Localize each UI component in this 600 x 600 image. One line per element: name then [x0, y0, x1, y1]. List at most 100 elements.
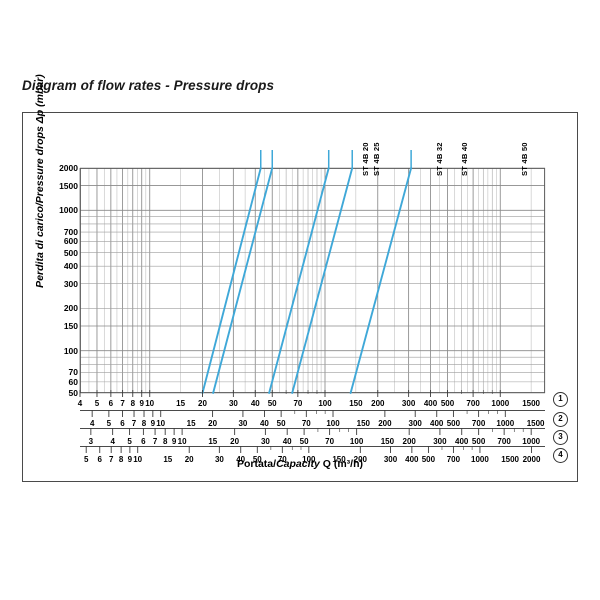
plot-area — [79, 150, 546, 394]
x-tick-label: 200 — [378, 419, 392, 428]
x-tick-label: 6 — [141, 437, 146, 446]
x-tick-label: 700 — [471, 419, 486, 428]
x-tick-label: 1000 — [470, 455, 489, 464]
x-tick-label: 8 — [130, 399, 136, 408]
x-title-part1: Portata/ — [236, 458, 277, 470]
x-tick-label: 10 — [156, 419, 166, 428]
x-tick-label: 6 — [120, 419, 125, 428]
y-tick-label: 400 — [63, 261, 78, 272]
x-tick-label: 200 — [371, 399, 385, 408]
x-tick-label: 7 — [131, 419, 137, 428]
x-tick-label: 40 — [250, 399, 260, 408]
x-tick-label: 4 — [89, 419, 95, 428]
x-tick-label: 8 — [162, 437, 168, 446]
y-tick-label: 200 — [63, 303, 78, 314]
y-tick-label: 150 — [63, 320, 78, 331]
x-tick-label: 500 — [440, 399, 455, 408]
x-tick-label: 10 — [133, 455, 143, 464]
x-tick-label: 300 — [408, 419, 422, 428]
x-tick-label: 9 — [127, 455, 133, 464]
y-tick-label: 600 — [63, 236, 78, 247]
x-tick-label: 7 — [108, 455, 114, 464]
scale-marker-2: 2 — [553, 412, 568, 427]
x-tick-label: 15 — [208, 437, 218, 446]
x-tick-label: 20 — [184, 455, 194, 464]
curve-label: ST 4B 32 — [435, 142, 444, 176]
y-tick-label: 50 — [68, 388, 78, 398]
x-tick-label: 6 — [108, 399, 114, 408]
scale-marker-1: 1 — [553, 392, 568, 407]
curve-label: ST 4B 25 — [372, 142, 381, 176]
x-tick-label: 8 — [118, 455, 124, 464]
x-tick-label: 700 — [497, 437, 511, 446]
curve-label: ST 4B 40 — [460, 142, 469, 176]
x-tick-label: 100 — [302, 455, 316, 464]
x-tick-label: 10 — [177, 437, 187, 446]
x-tick-label: 8 — [141, 419, 147, 428]
x-axis-scale-1: 4 5 6 7 8 9 10 15 20 30 40 50 70 100 150 200 300 400 500 70… — [77, 390, 545, 410]
x-tick-label: 200 — [353, 455, 367, 464]
x-tick-label: 15 — [176, 399, 186, 408]
x-tick-label: 150 — [332, 455, 346, 464]
y-tick-label: 700 — [63, 227, 78, 238]
x-tick-label: 10 — [145, 399, 155, 408]
x-tick-label: 400 — [405, 455, 419, 464]
x-tick-label: 30 — [214, 455, 224, 464]
x-tick-label: 5 — [83, 455, 89, 464]
x-tick-label: 20 — [230, 437, 240, 446]
x-tick-label: 5 — [106, 419, 112, 428]
curve-label: ST 4B 50 — [520, 142, 529, 176]
x-tick-label: 2000 — [522, 455, 541, 464]
x-tick-label: 5 — [94, 399, 100, 408]
x-tick-label: 500 — [421, 455, 436, 464]
x-tick-label: 150 — [380, 437, 395, 446]
x-tick-label: 100 — [326, 419, 340, 428]
x-tick-label: 40 — [259, 419, 269, 428]
diagram-frame — [22, 112, 578, 482]
x-axis-scale-2: 4 5 6 7 8 9 10 15 20 30 40 50 70 100 150 200 300 400 500 70… — [80, 410, 545, 430]
y-tick-label: 300 — [63, 278, 78, 289]
scale-marker-4: 4 — [553, 448, 568, 463]
x-tick-label: 1500 — [522, 399, 540, 408]
x-tick-label: 300 — [433, 437, 447, 446]
x-tick-label: 30 — [260, 437, 270, 446]
page-title: Diagram of flow rates - Pressure drops — [22, 78, 275, 93]
x-tick-label: 150 — [349, 399, 363, 408]
x-axis-title: Portata/Capacity Q (m³/h) — [0, 458, 600, 470]
x-tick-label: 50 — [267, 399, 277, 408]
x-axis-scale-3: 3 4 5 6 7 8 9 10 15 20 30 40 50 70 100 150 200 300 400 500 7… — [80, 428, 545, 448]
x-tick-label: 200 — [402, 437, 416, 446]
x-tick-label: 4 — [77, 399, 83, 408]
x-tick-label: 50 — [299, 437, 309, 446]
x-tick-label: 1000 — [496, 419, 515, 428]
x-tick-label: 70 — [301, 419, 311, 428]
x-tick-label: 4 — [110, 437, 115, 446]
x-tick-label: 100 — [349, 437, 364, 446]
x-axis-scale-4: 5 6 7 8 9 10 15 20 30 40 50 70 100 150 200 300 400 500 700… — [80, 446, 545, 466]
x-tick-label: 15 — [163, 455, 173, 464]
x-tick-label: 300 — [401, 399, 416, 408]
x-tick-label: 1000 — [522, 437, 541, 446]
x-tick-label: 50 — [276, 419, 286, 428]
x-tick-label: 6 — [97, 455, 102, 464]
x-tick-label: 20 — [208, 419, 218, 428]
curve-label: ST 4B 20 — [361, 142, 370, 176]
x-title-part3: Q (m³/h) — [319, 458, 364, 470]
scale-marker-3: 3 — [553, 430, 568, 445]
y-tick-label: 60 — [68, 376, 78, 387]
x-tick-label: 300 — [383, 455, 398, 464]
x-tick-label: 30 — [238, 419, 248, 428]
y-tick-label: 1000 — [59, 205, 78, 216]
y-tick-label: 500 — [63, 247, 78, 258]
x-tick-label: 9 — [171, 437, 177, 446]
x-tick-label: 5 — [127, 437, 132, 446]
x-tick-label: 70 — [325, 437, 335, 446]
x-tick-label: 40 — [282, 437, 292, 446]
x-tick-label: 1500 — [526, 419, 545, 428]
x-tick-label: 30 — [228, 399, 238, 408]
x-tick-label: 400 — [430, 419, 444, 428]
x-tick-label: 500 — [471, 437, 486, 446]
y-tick-label: 1500 — [59, 180, 78, 191]
x-tick-label: 7 — [152, 437, 158, 446]
